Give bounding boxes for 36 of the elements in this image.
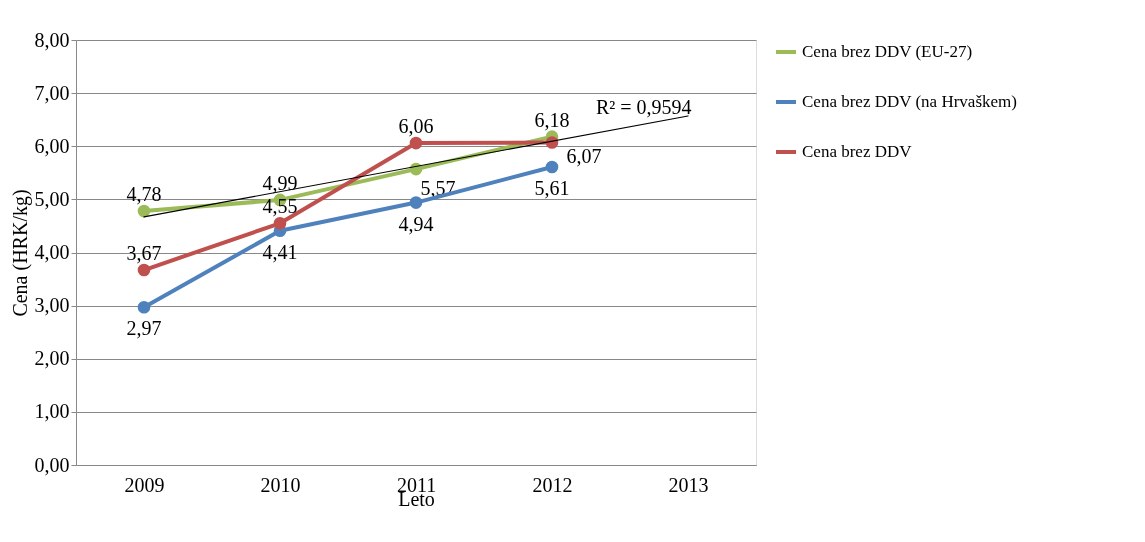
x-tick-label: 2010	[260, 473, 301, 496]
point	[137, 204, 151, 218]
data-label: 4,41	[262, 240, 298, 263]
point	[409, 136, 423, 150]
data-label: 5,61	[534, 176, 570, 199]
annotation: R² = 0,9594	[596, 96, 692, 118]
y-tick-label: 7,00	[34, 81, 70, 104]
data-label: 4,78	[126, 183, 162, 206]
data-label: 6,06	[398, 115, 434, 138]
point	[273, 216, 287, 230]
data-label: 2,97	[126, 317, 162, 340]
legend-label: Cena brez DDV	[802, 142, 913, 161]
legend-label: Cena brez DDV (na Hrvaškem)	[802, 92, 1017, 111]
data-label: 4,94	[398, 212, 434, 235]
x-tick-label: 2009	[124, 473, 165, 496]
data-label: 4,99	[262, 171, 298, 194]
data-label: 6,07	[566, 144, 602, 167]
legend-label: Cena brez DDV (EU-27)	[802, 42, 973, 61]
x-tick-label: 2012	[532, 473, 573, 496]
y-tick-label: 4,00	[34, 241, 70, 263]
point	[545, 160, 559, 174]
y-tick-label: 3,00	[34, 294, 70, 317]
y-tick-label: 6,00	[34, 134, 70, 157]
data-label: 4,55	[262, 195, 298, 218]
data-label: 6,18	[534, 108, 570, 131]
y-tick-label: 1,00	[34, 400, 70, 423]
point	[409, 196, 423, 209]
y-tick-label: 0,00	[34, 453, 70, 476]
point	[137, 263, 151, 277]
x-tick-label: 2013	[668, 473, 709, 496]
y-tick-label: 5,00	[34, 187, 70, 210]
y-tick-label: 8,00	[34, 28, 70, 51]
y-axis-title: Cena (HRK/kg)	[8, 189, 32, 317]
y-tick-label: 2,00	[34, 347, 70, 370]
data-label: 3,67	[126, 242, 162, 265]
point	[137, 300, 151, 314]
